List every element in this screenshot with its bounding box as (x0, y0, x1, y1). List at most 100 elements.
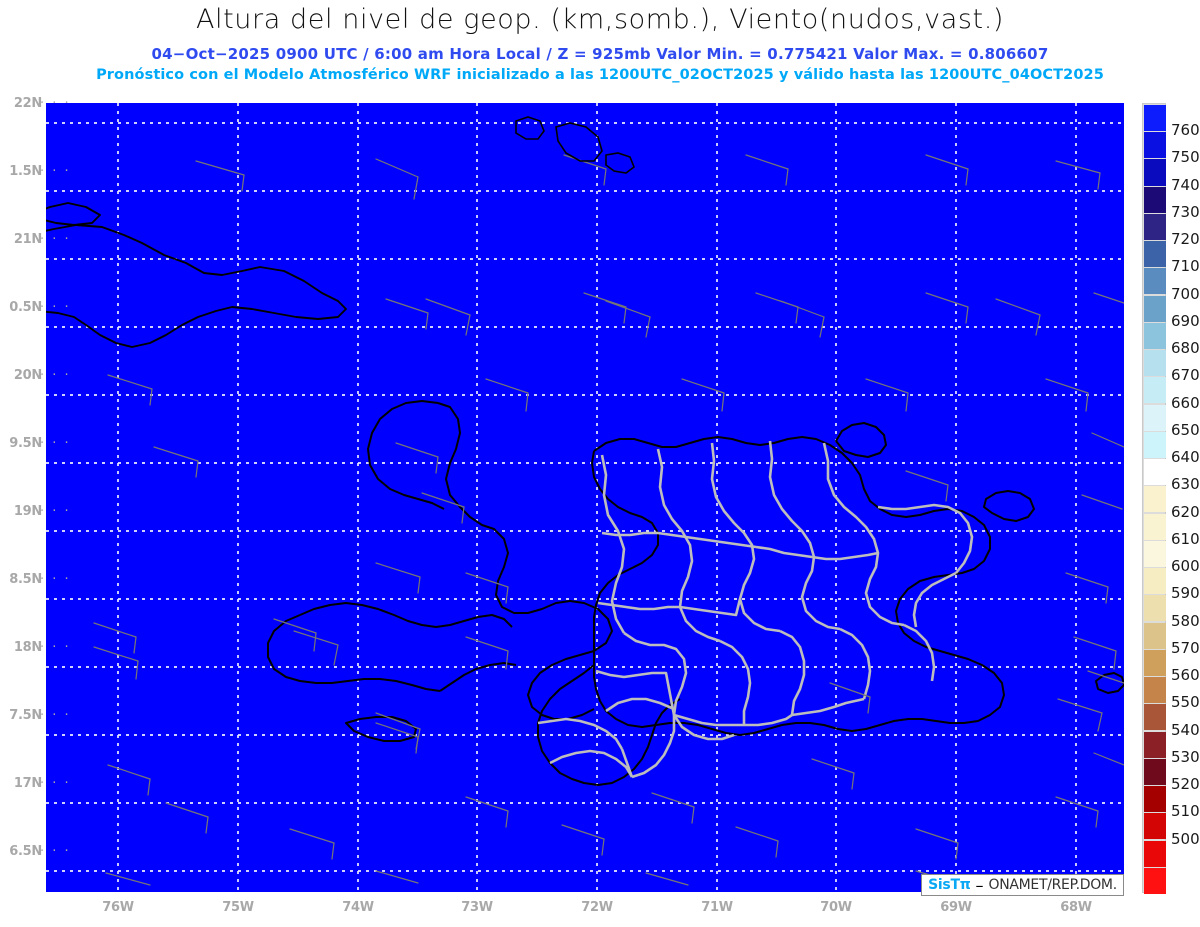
colorbar-cell (1144, 486, 1166, 513)
colorbar-tick-label: 730 (1171, 202, 1200, 221)
lat-tick-dots-20n: · · · (40, 368, 71, 383)
lon-tick-74w: 74W (342, 900, 374, 915)
map-graphics (46, 103, 1124, 892)
lat-tick-dots-21-5n: · · · (40, 164, 71, 179)
grid-lines (46, 103, 1124, 892)
colorbar-cell (1144, 213, 1166, 240)
lat-tick-21-5n: 1.5N (9, 164, 42, 179)
colorbar-tick-label: 620 (1171, 502, 1200, 521)
lat-tick-18n: 18N (13, 640, 42, 655)
colorbar-tick-label: 640 (1171, 448, 1200, 467)
lat-tick-22n: 22N (13, 96, 42, 111)
colorbar-cell (1144, 295, 1166, 322)
colorbar-cell (1144, 840, 1166, 867)
lat-tick-17-5n: 7.5N (9, 708, 42, 723)
colorbar-cell (1144, 241, 1166, 268)
colorbar-tick-label: 580 (1171, 611, 1200, 630)
lat-tick-dots-17n: · · · (40, 776, 71, 791)
wind-barbs (93, 154, 1124, 886)
colorbar[interactable] (1142, 103, 1166, 894)
province-borders (537, 440, 974, 779)
colorbar-tick-label: 720 (1171, 230, 1200, 249)
lat-tick-21n: 21N (13, 232, 42, 247)
page-title: Altura del nivel de geop. (km,somb.), Vi… (195, 4, 1005, 35)
credit-separator: – (975, 875, 984, 895)
coastline-cuba (46, 202, 347, 348)
colorbar-tick-label: 670 (1171, 366, 1200, 385)
lat-tick-dots-22n: · · · (40, 96, 71, 111)
chart-header: Altura del nivel de geop. (km,somb.), Vi… (0, 0, 1200, 92)
lat-tick-dots-18-5n: · · · (40, 572, 71, 587)
colorbar-cell (1144, 540, 1166, 567)
coastline-haiti (267, 400, 613, 742)
model-info-line: Pronóstico con el Modelo Atmosférico WRF… (96, 67, 1104, 83)
colorbar-cell (1144, 649, 1166, 676)
lon-tick-75w: 75W (222, 900, 254, 915)
colorbar-cell (1144, 322, 1166, 349)
colorbar-cell (1144, 377, 1166, 404)
colorbar-tick-label: 700 (1171, 284, 1200, 303)
shaded-field (46, 103, 1124, 892)
colorbar-cell (1144, 404, 1166, 431)
colorbar-tick-label: 500 (1171, 829, 1200, 848)
colorbar-tick-label: 550 (1171, 693, 1200, 712)
colorbar-cell (1144, 350, 1166, 377)
lat-tick-20-5n: 0.5N (9, 300, 42, 315)
colorbar-cell (1144, 186, 1166, 213)
colorbar-cell (1144, 677, 1166, 704)
lon-tick-69w: 69W (940, 900, 972, 915)
colorbar-cell (1144, 132, 1166, 159)
lat-tick-dots-20-5n: · · · (40, 300, 71, 315)
coastline-small-islands (515, 116, 635, 174)
colorbar-cell (1144, 268, 1166, 295)
colorbar-tick-label: 630 (1171, 475, 1200, 494)
colorbar-cell (1144, 459, 1166, 486)
map-canvas[interactable] (46, 103, 1124, 892)
colorbar-cell (1144, 758, 1166, 785)
colorbar-tick-label: 760 (1171, 121, 1200, 140)
colorbar-cell (1144, 786, 1166, 813)
colorbar-tick-label: 530 (1171, 747, 1200, 766)
colorbar-tick-label: 750 (1171, 148, 1200, 167)
lat-tick-dots-21n: · · · (40, 232, 71, 247)
credit-agency: ONAMET/REP.DOM. (988, 877, 1117, 893)
colorbar-tick-label: 590 (1171, 584, 1200, 603)
colorbar-tick-label: 570 (1171, 638, 1200, 657)
lat-tick-dots-17-5n: · · · (40, 708, 71, 723)
colorbar-tick-label: 710 (1171, 257, 1200, 276)
lon-tick-71w: 71W (701, 900, 733, 915)
lon-tick-76w: 76W (102, 900, 134, 915)
colorbar-cell (1144, 731, 1166, 758)
lat-tick-19n: 19N (13, 504, 42, 519)
lon-tick-70w: 70W (820, 900, 852, 915)
colorbar-cell (1144, 622, 1166, 649)
colorbar-tick-label: 660 (1171, 393, 1200, 412)
colorbar-tick-label: 740 (1171, 175, 1200, 194)
colorbar-cell (1144, 513, 1166, 540)
colorbar-cell (1144, 105, 1166, 132)
lat-tick-dots-19n: · · · (40, 504, 71, 519)
lat-tick-dots-19-5n: · · · (40, 436, 71, 451)
colorbar-tick-label: 510 (1171, 802, 1200, 821)
lon-tick-68w: 68W (1060, 900, 1092, 915)
forecast-metadata-line: 04−Oct−2025 0900 UTC / 6:00 am Hora Loca… (151, 45, 1049, 63)
colorbar-cell (1144, 867, 1166, 894)
colorbar-cell (1144, 159, 1166, 186)
colorbar-cell (1144, 568, 1166, 595)
colorbar-tick-label: 520 (1171, 775, 1200, 794)
colorbar-cell (1144, 431, 1166, 458)
lat-tick-dots-16-5n: · · · (40, 844, 71, 859)
colorbar-tick-label: 540 (1171, 720, 1200, 739)
colorbar-cell (1144, 813, 1166, 840)
lat-tick-17n: 17N (13, 776, 42, 791)
lat-tick-16-5n: 6.5N (9, 844, 42, 859)
plot-area: 22N · · · 1.5N · · · 21N · · · 0.5N · · … (0, 92, 1200, 927)
colorbar-tick-label: 610 (1171, 529, 1200, 548)
lat-tick-dots-18n: · · · (40, 640, 71, 655)
colorbar-tick-label: 600 (1171, 557, 1200, 576)
lon-tick-73w: 73W (461, 900, 493, 915)
lon-tick-72w: 72W (581, 900, 613, 915)
lat-tick-20n: 20N (13, 368, 42, 383)
colorbar-tick-label: 680 (1171, 339, 1200, 358)
lat-tick-18-5n: 8.5N (9, 572, 42, 587)
